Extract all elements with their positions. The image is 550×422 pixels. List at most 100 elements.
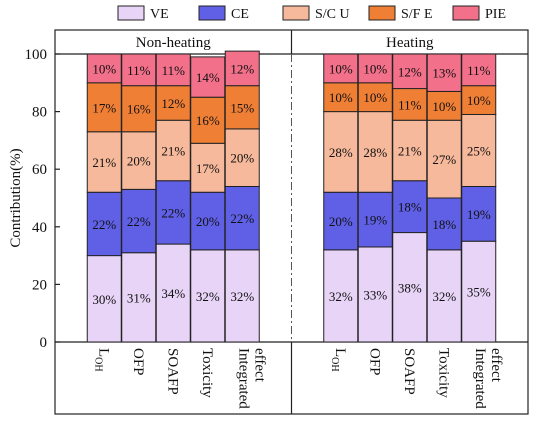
data-label: 16% bbox=[127, 102, 151, 117]
category-label-main: L bbox=[95, 348, 111, 357]
bar-segment bbox=[121, 188, 157, 254]
bar-segment bbox=[224, 128, 260, 187]
bar-segment bbox=[190, 249, 226, 343]
bar-segment bbox=[357, 191, 393, 248]
category-label-group: Integrated effect bbox=[235, 348, 267, 409]
legend-label: S/F E bbox=[401, 7, 433, 22]
bar-segment bbox=[121, 131, 157, 190]
data-label: 32% bbox=[230, 289, 254, 304]
data-label: 12% bbox=[230, 61, 254, 76]
bar-segment bbox=[323, 249, 359, 343]
data-label: 20% bbox=[230, 151, 254, 166]
data-label: 21% bbox=[92, 155, 116, 170]
data-label: 34% bbox=[161, 286, 185, 301]
data-label: 11% bbox=[398, 97, 422, 112]
category-label-group: LOH bbox=[329, 348, 348, 372]
data-label: 10% bbox=[432, 99, 456, 114]
data-label: 28% bbox=[329, 145, 353, 160]
bar-segment bbox=[190, 142, 226, 193]
category-label-group: OFP bbox=[130, 348, 146, 376]
category-label-main: L bbox=[332, 348, 348, 357]
category-label: LOH bbox=[92, 348, 111, 372]
bar-segment bbox=[224, 185, 260, 251]
category-label: SOAFP bbox=[401, 348, 417, 395]
data-label: 17% bbox=[92, 100, 116, 115]
bar-segment bbox=[461, 113, 497, 187]
y-tick-label: 80 bbox=[32, 105, 47, 121]
bar-segment bbox=[190, 191, 226, 251]
data-label: 12% bbox=[398, 64, 422, 79]
y-tick-label: 40 bbox=[32, 220, 47, 236]
category-label-main: SOAFP bbox=[164, 348, 180, 395]
data-label: 22% bbox=[92, 217, 116, 232]
data-label: 21% bbox=[161, 143, 185, 158]
category-label-main: Toxicity bbox=[435, 348, 451, 398]
category-label: effect bbox=[251, 348, 267, 383]
category-label-group: SOAFP bbox=[164, 348, 180, 395]
data-label: 11% bbox=[467, 63, 491, 78]
legend-label: VE bbox=[150, 7, 169, 22]
legend-swatch-s-f-e bbox=[368, 5, 396, 21]
bar-segment bbox=[121, 53, 157, 87]
y-tick-label: 20 bbox=[32, 277, 47, 293]
panel-title: Non-heating bbox=[136, 35, 211, 51]
bar-segment bbox=[426, 197, 462, 251]
bar-segment bbox=[224, 85, 260, 130]
legend-swatch-ve bbox=[117, 5, 145, 21]
category-label-main: Toxicity bbox=[199, 348, 215, 398]
category-label: Integrated bbox=[235, 348, 251, 409]
data-label: 22% bbox=[230, 211, 254, 226]
bar-segment bbox=[155, 53, 191, 87]
y-tick-label: 100 bbox=[25, 47, 48, 63]
data-label: 10% bbox=[363, 90, 387, 105]
data-label: 12% bbox=[161, 96, 185, 111]
category-label: Toxicity bbox=[435, 348, 451, 398]
category-label-group: LOH bbox=[92, 348, 111, 372]
data-label: 21% bbox=[398, 143, 422, 158]
bar-segment bbox=[155, 243, 191, 343]
category-label: Toxicity bbox=[199, 348, 215, 398]
category-label-group: Toxicity bbox=[435, 348, 451, 398]
data-label: 10% bbox=[363, 61, 387, 76]
data-label: 32% bbox=[329, 289, 353, 304]
data-label: 10% bbox=[467, 93, 491, 108]
data-label: 16% bbox=[196, 113, 220, 128]
bar-segment bbox=[461, 53, 497, 87]
data-label: 38% bbox=[398, 280, 422, 295]
bar-segment bbox=[461, 85, 497, 115]
category-label: OFP bbox=[366, 348, 382, 376]
category-label: effect bbox=[488, 348, 504, 383]
data-label: 10% bbox=[329, 90, 353, 105]
category-label-main: OFP bbox=[366, 348, 382, 376]
y-axis-title: Contribution(%) bbox=[8, 148, 24, 247]
data-label: 10% bbox=[92, 61, 116, 76]
data-label: 17% bbox=[196, 161, 220, 176]
category-label-main: OFP bbox=[130, 348, 146, 376]
category-label: OFP bbox=[130, 348, 146, 376]
category-label: LOH bbox=[329, 348, 348, 372]
data-label: 11% bbox=[127, 63, 151, 78]
bar-segment bbox=[86, 53, 122, 84]
bar-segment bbox=[323, 191, 359, 251]
bar-segment bbox=[155, 180, 191, 245]
bar-segment bbox=[392, 119, 428, 182]
bar-segment bbox=[426, 249, 462, 343]
legend-label: CE bbox=[231, 7, 249, 22]
category-label-group: OFP bbox=[366, 348, 382, 376]
legend-label: PIE bbox=[485, 7, 506, 22]
bar-segment bbox=[392, 232, 428, 343]
category-label: SOAFP bbox=[164, 348, 180, 395]
data-label: 18% bbox=[398, 200, 422, 215]
y-tick-label: 0 bbox=[40, 335, 48, 351]
data-label: 20% bbox=[329, 214, 353, 229]
data-label: 22% bbox=[161, 205, 185, 220]
data-label: 19% bbox=[467, 207, 491, 222]
bar-segment bbox=[86, 255, 122, 343]
data-label: 20% bbox=[127, 154, 151, 169]
bar-segment bbox=[190, 96, 226, 144]
data-label: 19% bbox=[363, 213, 387, 228]
bar-segment bbox=[357, 82, 393, 113]
category-label-subscript: OH bbox=[92, 357, 103, 371]
bar-segment bbox=[426, 119, 462, 199]
